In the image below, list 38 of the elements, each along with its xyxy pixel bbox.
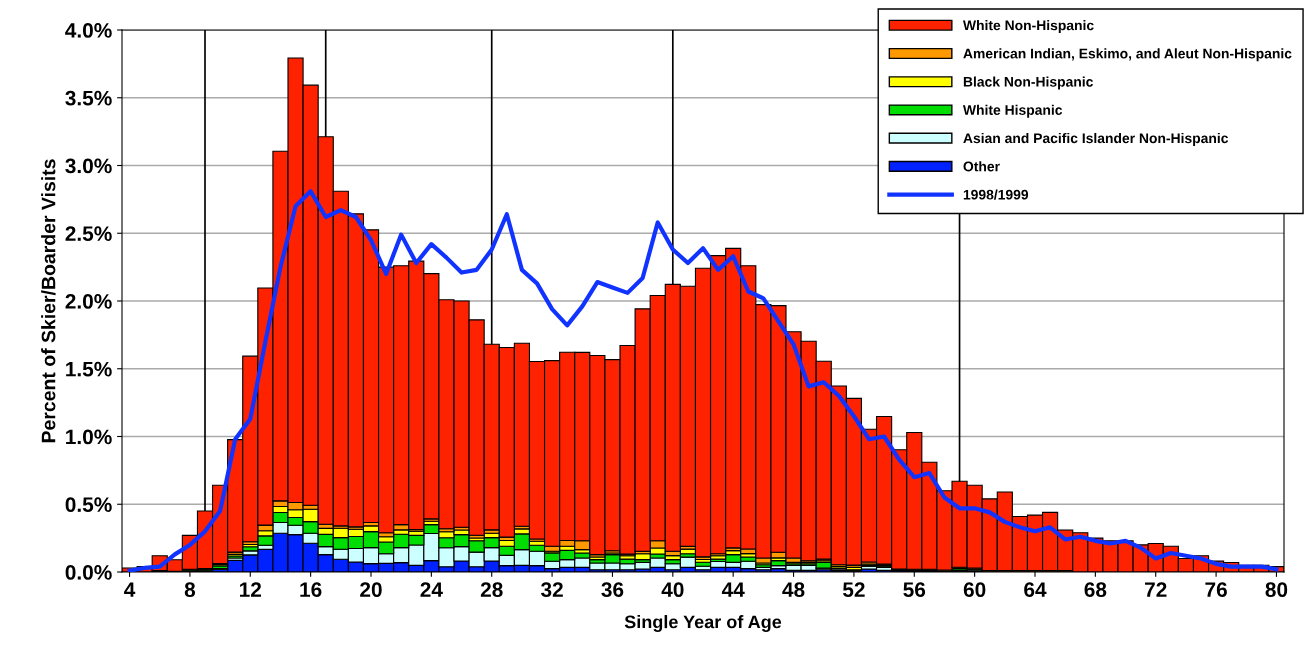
y-axis-title: Percent of Skier/Boarder Visits [41, 159, 56, 443]
legend-label: Asian and Pacific Islander Non-Hispanic [963, 132, 1229, 146]
x-tick-label: 20 [360, 582, 382, 598]
x-tick-label: 40 [661, 582, 684, 598]
legend-label: Black Non-Hispanic [963, 76, 1093, 90]
x-tick-label: 8 [184, 582, 196, 598]
legend-label: 1998/1999 [963, 189, 1029, 200]
x-tick-label: 16 [300, 582, 322, 598]
y-tick-label: 1.0% [66, 429, 112, 445]
y-tick-label: 1.5% [66, 361, 112, 377]
x-tick-label: 36 [601, 582, 624, 598]
x-tick-label: 32 [540, 582, 563, 598]
x-tick-label: 28 [480, 582, 503, 598]
legend-label: Other [963, 161, 1000, 172]
x-tick-label: 68 [1084, 582, 1107, 598]
legend-label: American Indian, Eskimo, and Aleut Non-Hispanic [963, 48, 1292, 62]
x-axis-title: Single Year of Age [624, 615, 782, 632]
x-tick-label: 12 [240, 582, 262, 597]
y-tick-label: 2.5% [65, 226, 112, 241]
y-tick-label: 3.5% [65, 90, 112, 106]
x-tick-label: 64 [1024, 582, 1047, 598]
x-tick-label: 56 [903, 582, 926, 598]
x-tick-label: 76 [1205, 582, 1227, 598]
x-tick-label: 44 [721, 582, 745, 597]
x-tick-label: 72 [1145, 582, 1167, 597]
x-tick-label: 48 [782, 582, 805, 598]
x-tick-label: 60 [963, 582, 986, 598]
y-tick-label: 0.0% [65, 565, 112, 580]
x-tick-label: 24 [420, 582, 443, 597]
legend-label: White Non-Hispanic [962, 20, 1094, 33]
y-tick-label: 0.5% [65, 497, 112, 512]
y-tick-label: 3.0% [65, 158, 112, 174]
legend-label: White Hispanic [962, 104, 1063, 118]
x-tick-label: 4 [124, 582, 136, 597]
y-tick-label: 2.0% [65, 294, 112, 309]
x-tick-label: 80 [1265, 582, 1288, 598]
x-tick-label: 52 [842, 582, 865, 598]
y-tick-label: 4.0% [65, 23, 112, 38]
